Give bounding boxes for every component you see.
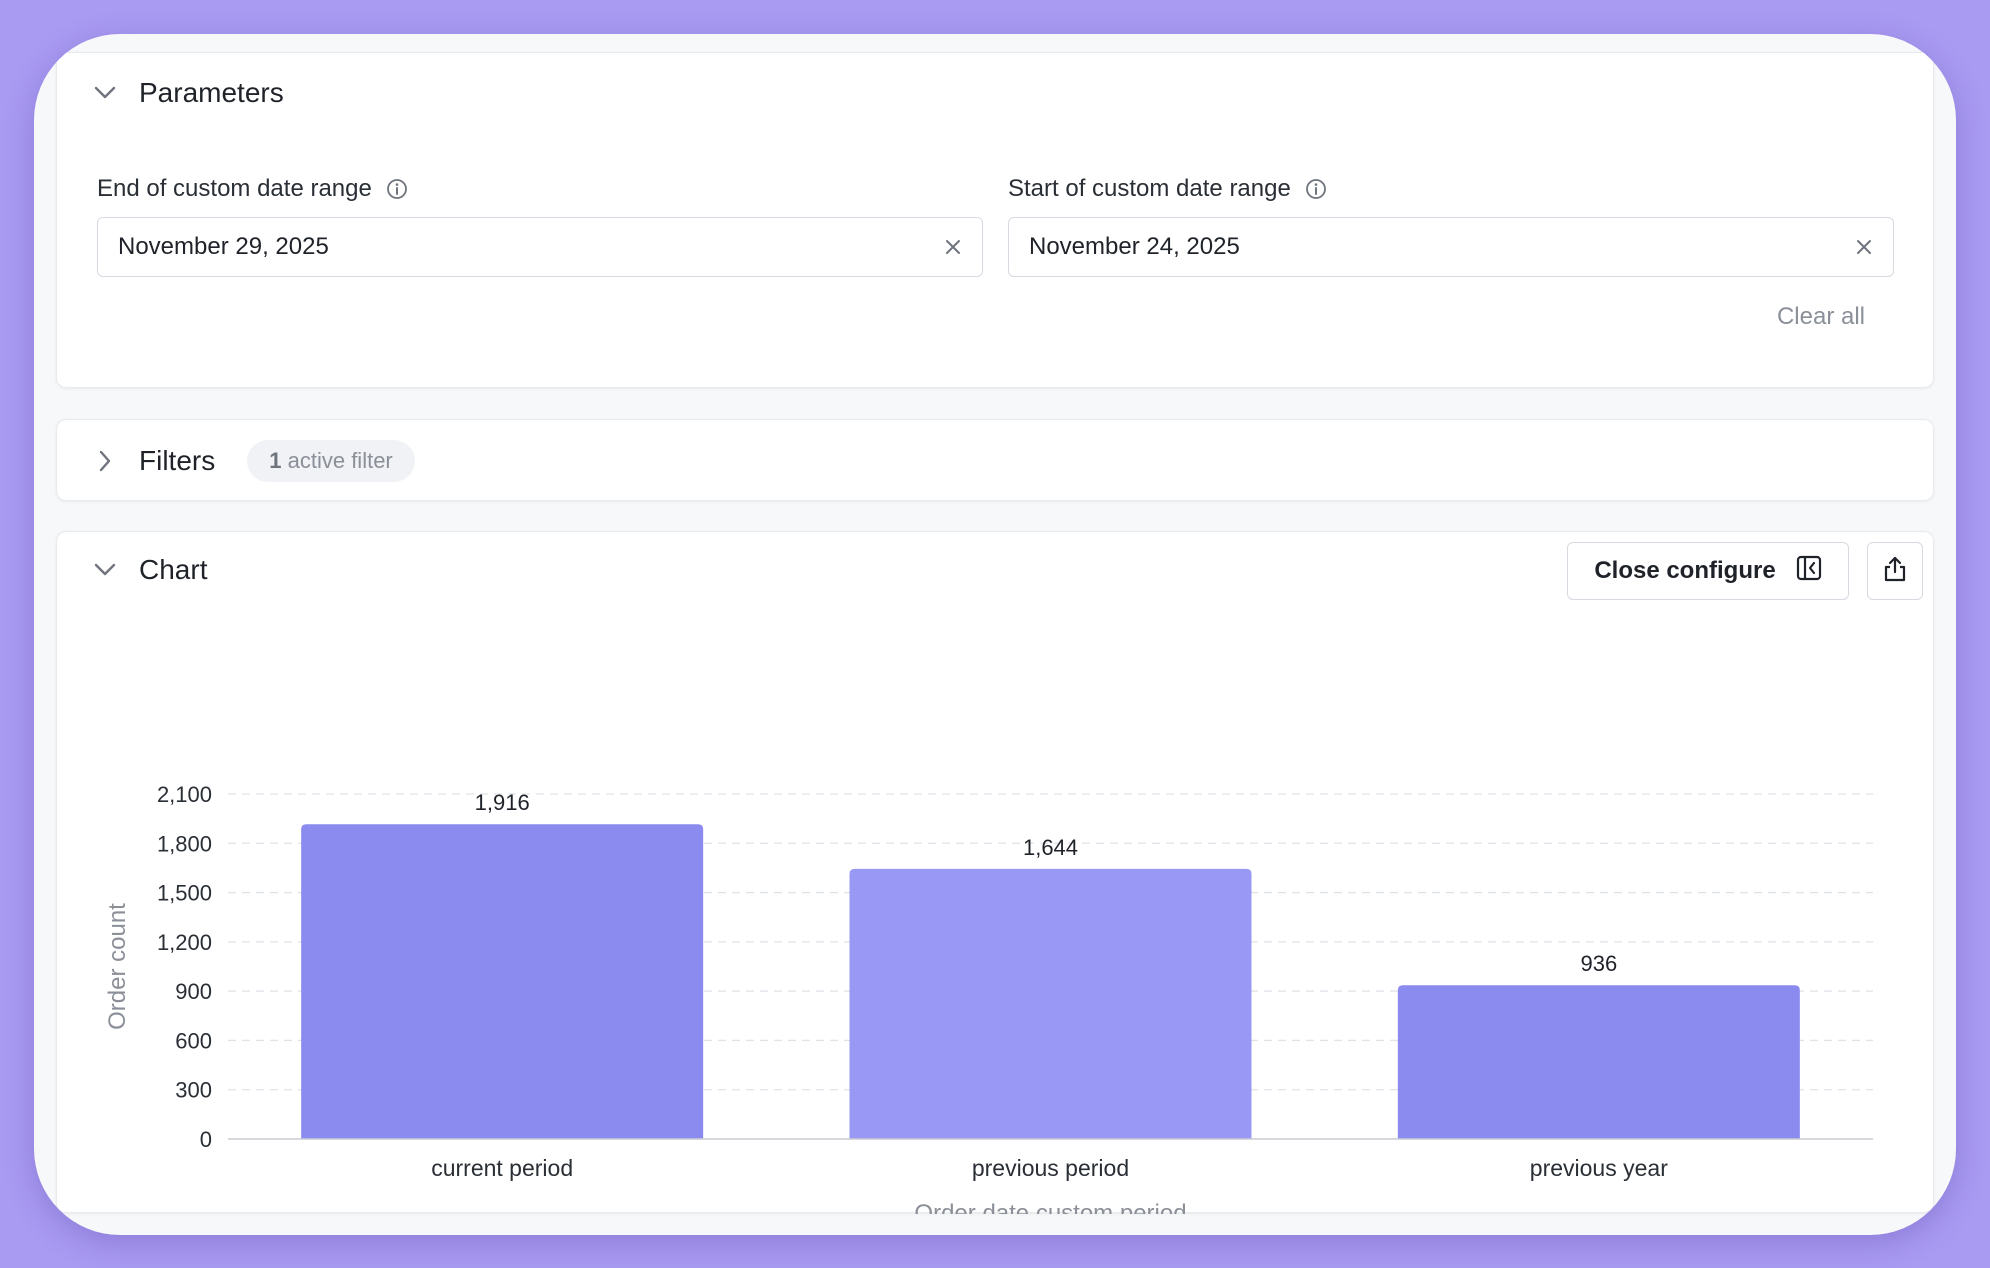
- y-tick-label: 600: [175, 1028, 212, 1053]
- y-tick-label: 300: [175, 1078, 212, 1103]
- data-label: 936: [1580, 951, 1617, 976]
- share-button[interactable]: [1867, 542, 1923, 600]
- chevron-down-icon[interactable]: [85, 550, 125, 590]
- chevron-down-icon[interactable]: [85, 73, 125, 113]
- start-date-input[interactable]: November 24, 2025: [1008, 217, 1894, 277]
- end-date-label: End of custom date range: [97, 175, 372, 202]
- chevron-right-icon[interactable]: [85, 441, 125, 481]
- close-configure-button[interactable]: Close configure: [1567, 542, 1849, 600]
- data-label: 1,644: [1023, 835, 1078, 860]
- close-configure-label: Close configure: [1594, 557, 1776, 584]
- data-labels: 1,916 1,644 936: [475, 790, 1618, 976]
- start-date-value[interactable]: November 24, 2025: [1029, 233, 1240, 260]
- end-date-input[interactable]: November 29, 2025: [97, 217, 983, 277]
- start-date-field: Start of custom date range November 24, …: [1008, 171, 1894, 277]
- share-icon: [1882, 555, 1908, 588]
- x-tick-label: previous year: [1530, 1155, 1668, 1181]
- y-tick-label: 2,100: [157, 782, 212, 807]
- close-icon[interactable]: [944, 238, 962, 256]
- y-tick-label: 1,800: [157, 831, 212, 856]
- end-date-label-row: End of custom date range: [97, 171, 983, 207]
- info-icon[interactable]: [1305, 178, 1327, 200]
- clear-all-button[interactable]: Clear all: [1776, 303, 1865, 330]
- info-icon[interactable]: [386, 178, 408, 200]
- bar-previous-year[interactable]: [1397, 985, 1800, 1139]
- end-date-field: End of custom date range November 29, 20…: [97, 171, 983, 277]
- chart-panel: Chart Close configure 0 300 600 900 1,200 1,5…: [56, 531, 1934, 1214]
- parameters-title: Parameters: [139, 77, 284, 108]
- x-axis-title: Order date custom period: [914, 1200, 1186, 1214]
- bars: [301, 824, 1800, 1139]
- y-tick-labels: 0 300 600 900 1,200 1,500 1,800 2,100: [157, 782, 212, 1152]
- active-filter-count: 1: [269, 448, 282, 473]
- end-date-value[interactable]: November 29, 2025: [118, 233, 329, 260]
- active-filter-badge[interactable]: 1 active filter: [247, 440, 415, 482]
- active-filter-text: active filter: [287, 448, 393, 473]
- app-window: Parameters End of custom date range Nove…: [34, 34, 1956, 1235]
- start-date-label: Start of custom date range: [1008, 175, 1291, 202]
- parameters-panel: Parameters End of custom date range Nove…: [56, 52, 1934, 388]
- filters-header[interactable]: Filters 1 active filter: [57, 420, 415, 502]
- x-tick-label: current period: [431, 1155, 573, 1181]
- chart-title: Chart: [139, 554, 208, 585]
- bar-chart: 0 300 600 900 1,200 1,500 1,800 2,100 1,916 1,64…: [104, 782, 1873, 1214]
- x-tick-label: previous period: [972, 1155, 1129, 1181]
- x-tick-labels: current period previous period previous ye…: [431, 1155, 1668, 1181]
- y-tick-label: 900: [175, 979, 212, 1004]
- filters-panel: Filters 1 active filter: [56, 419, 1934, 501]
- start-date-label-row: Start of custom date range: [1008, 171, 1894, 207]
- sidebar-collapse-icon: [1796, 555, 1822, 588]
- close-icon[interactable]: [1855, 238, 1873, 256]
- bar-previous-period[interactable]: [849, 868, 1252, 1139]
- y-tick-label: 1,200: [157, 930, 212, 955]
- y-axis-title: Order count: [104, 903, 131, 1030]
- bar-current-period[interactable]: [301, 824, 704, 1139]
- data-label: 1,916: [475, 790, 530, 815]
- y-tick-label: 0: [200, 1127, 212, 1152]
- filters-title: Filters: [139, 445, 216, 476]
- parameters-header[interactable]: Parameters: [57, 53, 284, 133]
- chart-header[interactable]: Chart: [57, 532, 207, 608]
- y-tick-label: 1,500: [157, 881, 212, 906]
